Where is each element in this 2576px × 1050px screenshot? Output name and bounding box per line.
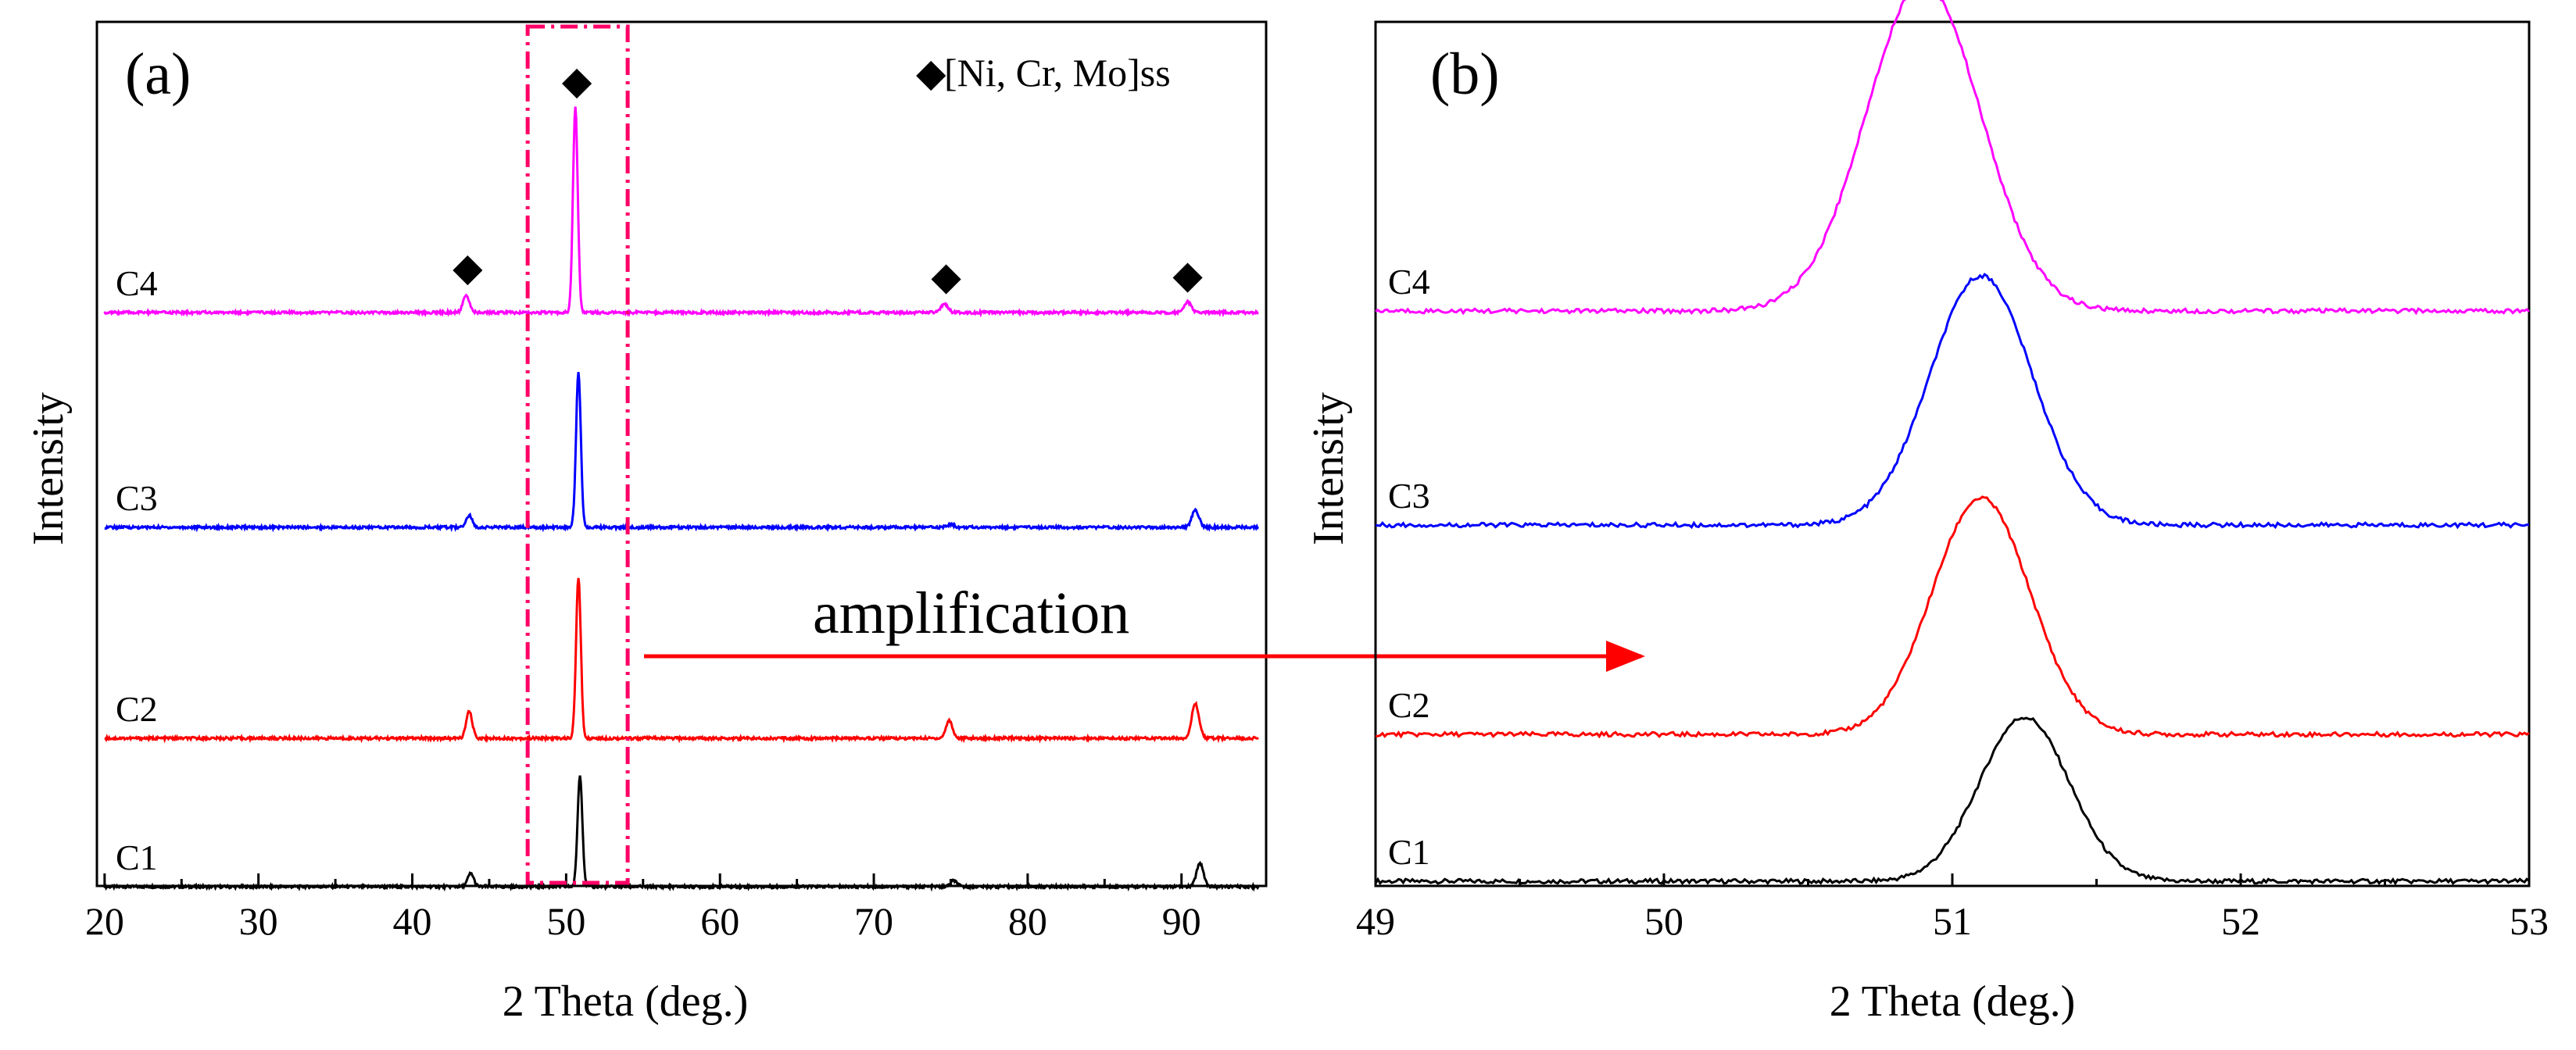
panel-a-series-c1 bbox=[103, 775, 1260, 892]
panel-a-highlight-box bbox=[525, 24, 630, 885]
panel-b-label-c4: C4 bbox=[1388, 262, 1430, 302]
panel-a-tick-label: 30 bbox=[239, 899, 278, 943]
panel-b-ticks: 49 50 51 52 53 bbox=[1356, 873, 2549, 943]
panel-b-label-c1: C1 bbox=[1388, 832, 1430, 872]
panel-a-tick-label: 90 bbox=[1162, 899, 1201, 943]
panel-b-series bbox=[1374, 0, 2531, 886]
panel-b-label-c3: C3 bbox=[1388, 476, 1430, 516]
panel-a-series bbox=[103, 106, 1260, 892]
panel-a-legend: ◆ [Ni, Cr, Mo]ss bbox=[916, 51, 1171, 95]
legend-diamond-icon: ◆ bbox=[916, 51, 946, 95]
panel-b-tick-label: 52 bbox=[2221, 899, 2260, 943]
panel-b-tick-label: 50 bbox=[1644, 899, 1683, 943]
panel-b-label: (b) bbox=[1430, 41, 1500, 107]
panel-a-ticks: 20 30 40 50 60 70 80 90 bbox=[85, 873, 1201, 943]
panel-b-series-labels: C1 C2 C3 C4 bbox=[1388, 262, 1430, 872]
panel-b-series-c2 bbox=[1375, 495, 2530, 739]
legend-phase-label: [Ni, Cr, Mo]ss bbox=[944, 51, 1171, 95]
panel-a-tick-label: 70 bbox=[854, 899, 893, 943]
panel-a-xlabel: 2 Theta (deg.) bbox=[503, 977, 749, 1026]
panel-b-tick-label: 51 bbox=[1933, 899, 1972, 943]
panel-a-label: (a) bbox=[125, 41, 191, 107]
panel-b-plot-frame bbox=[1374, 20, 2531, 888]
panel-a-plot-frame bbox=[95, 20, 1268, 888]
panel-a-label-c4: C4 bbox=[116, 263, 158, 303]
panel-a-label-c1: C1 bbox=[116, 838, 158, 877]
peak-diamond-icon: ◆ bbox=[453, 245, 483, 289]
panel-b-ylabel: Intensity bbox=[1304, 392, 1353, 545]
panel-a-tick-label: 40 bbox=[393, 899, 432, 943]
amplification-label: amplification bbox=[813, 580, 1129, 646]
panel-a-series-labels: C1 C2 C3 C4 bbox=[116, 263, 158, 877]
panel-a-peak-markers: ◆ ◆ ◆ ◆ bbox=[453, 59, 1203, 298]
panel-b-xlabel: 2 Theta (deg.) bbox=[1830, 977, 2076, 1026]
panel-b-tick-label: 49 bbox=[1356, 899, 1395, 943]
panel-b-tick-label: 53 bbox=[2510, 899, 2549, 943]
panel-a-tick-label: 80 bbox=[1008, 899, 1047, 943]
panel-b-series-c1 bbox=[1374, 716, 2530, 886]
panel-a-tick-label: 20 bbox=[85, 899, 124, 943]
peak-diamond-icon: ◆ bbox=[1172, 253, 1203, 297]
panel-a: (a) Intensity 2 Theta (deg.) 20 30 40 50 60 7… bbox=[24, 20, 1645, 1026]
panel-a-series-c2 bbox=[104, 577, 1259, 744]
panel-a-series-c4 bbox=[103, 106, 1259, 318]
panel-b-series-c3 bbox=[1375, 273, 2529, 530]
panel-a-tick-label: 60 bbox=[700, 899, 739, 943]
panel-b-label-c2: C2 bbox=[1388, 685, 1430, 725]
peak-diamond-icon: ◆ bbox=[562, 59, 592, 102]
panel-a-tick-label: 50 bbox=[546, 899, 585, 943]
peak-diamond-icon: ◆ bbox=[931, 255, 961, 298]
panel-b-series-c4 bbox=[1375, 0, 2531, 316]
panel-a-series-c3 bbox=[104, 372, 1259, 533]
panel-a-label-c2: C2 bbox=[116, 689, 158, 729]
panel-b: (b) Intensity 2 Theta (deg.) 49 50 51 52 53 … bbox=[1304, 0, 2549, 1026]
panel-a-label-c3: C3 bbox=[116, 478, 158, 518]
panel-a-ylabel: Intensity bbox=[24, 392, 73, 545]
